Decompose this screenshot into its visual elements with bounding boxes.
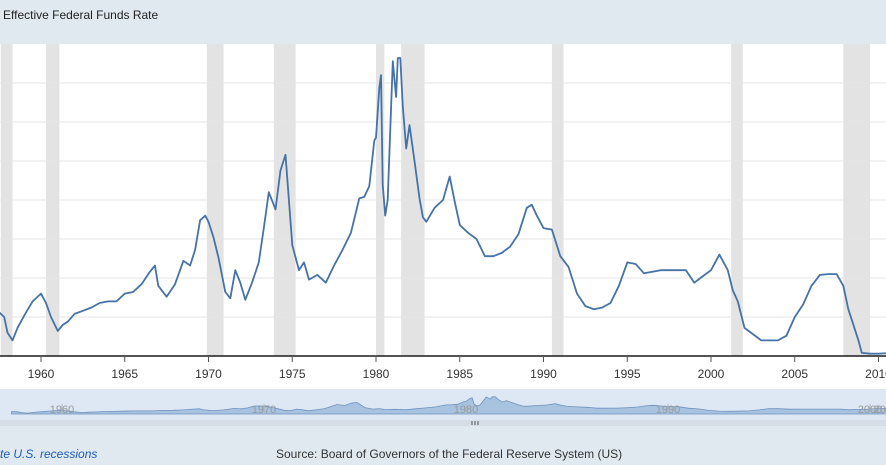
plot-background [0, 44, 886, 389]
navigator-tick-label: 20 [874, 404, 886, 416]
navigator-scrollbar[interactable] [0, 420, 886, 426]
x-tick-label: 1960 [28, 367, 55, 381]
navigator-tick-label: 2000 [858, 404, 882, 416]
navigator-tick-label: 1990 [656, 404, 680, 416]
chart-header: Effective Federal Funds Rate [0, 0, 886, 44]
x-tick-label: 2000 [698, 367, 725, 381]
x-axis-ticks: 1960 1965 1970 1975 1980 1985 1990 1995 2000 2005… [28, 356, 886, 381]
recession-note-link[interactable]: te U.S. recessions [0, 447, 98, 461]
x-tick-label: 1965 [111, 367, 138, 381]
series-line-fedfunds [0, 57, 886, 355]
navigator-tick-label: 1970 [252, 404, 276, 416]
line-chart: 1960 1965 1970 1975 1980 1985 1990 1995 2000 2005… [0, 44, 886, 389]
x-tick-label: 1990 [530, 367, 557, 381]
x-tick-label: 1995 [614, 367, 641, 381]
navigator-tick-label: 1960 [50, 404, 74, 416]
x-tick-label: 1975 [279, 367, 306, 381]
chart-title: Effective Federal Funds Rate [3, 8, 159, 22]
x-tick-label: 1980 [363, 367, 390, 381]
scrollbar-grip-icon[interactable] [471, 421, 479, 425]
navigator-series-area [11, 396, 886, 415]
gridlines [0, 82, 886, 318]
x-tick-label: 1970 [195, 367, 222, 381]
navigator-tick-label: 1980 [454, 404, 478, 416]
x-tick-label: 1985 [446, 367, 473, 381]
source-note: Source: Board of Governors of the Federa… [276, 447, 623, 461]
x-tick-label: 2005 [781, 367, 808, 381]
x-tick-label: 2010 [865, 367, 886, 381]
chart-footer: te U.S. recessions Source: Board of Gove… [0, 440, 886, 465]
